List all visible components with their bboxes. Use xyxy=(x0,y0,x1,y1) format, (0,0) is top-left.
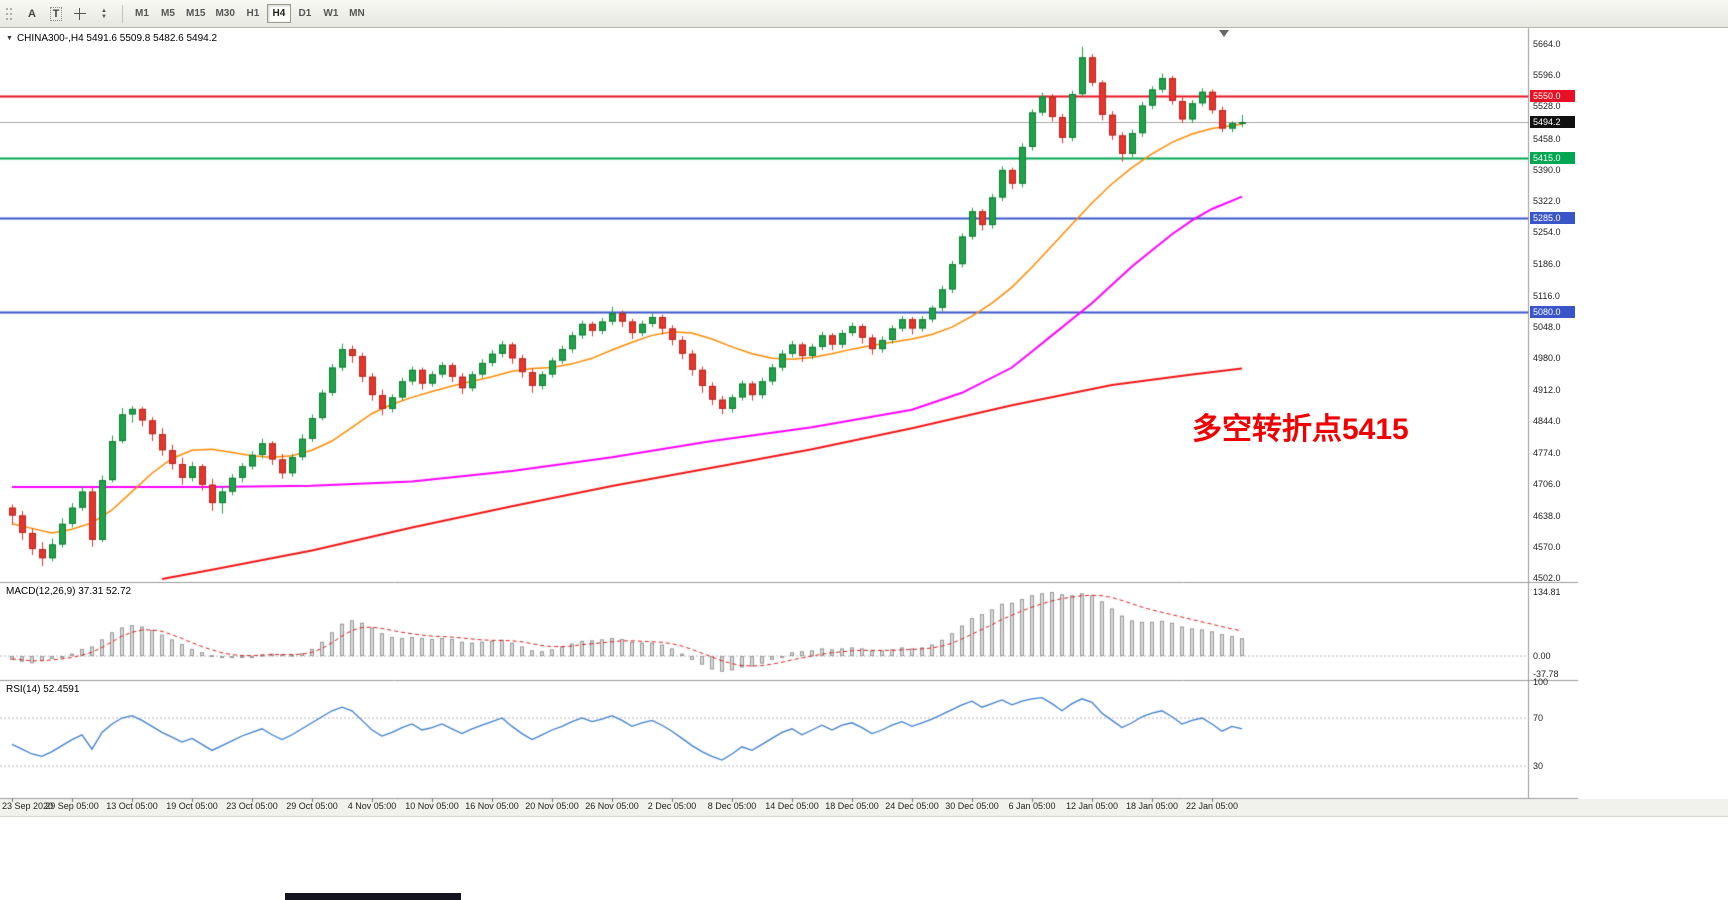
date-axis-label: 26 Nov 05:00 xyxy=(585,801,639,811)
price-axis-label: 4638.0 xyxy=(1533,510,1561,521)
taskbar-fragment xyxy=(285,893,461,900)
toolbar: A T ▲ ▼ M1 M5 M15 M30 H1 H4 D1 W1 MN xyxy=(0,0,1728,28)
toolbar-separator xyxy=(122,4,123,23)
price-level-badge: 5285.0 xyxy=(1530,212,1575,225)
date-axis-label: 20 Nov 05:00 xyxy=(525,801,579,811)
price-axis-label: 4706.0 xyxy=(1533,479,1561,490)
price-level-badge: 5550.0 xyxy=(1530,90,1575,103)
rsi-indicator-title: RSI(14) 52.4591 xyxy=(6,684,80,695)
price-axis-label: 5664.0 xyxy=(1533,39,1561,49)
chart-shift-marker xyxy=(1219,30,1229,37)
timeframe-button-m15[interactable]: M15 xyxy=(182,4,209,23)
date-axis-label: 23 Oct 05:00 xyxy=(226,801,278,811)
date-axis-label: 23 Sep 2020 xyxy=(2,801,54,811)
price-axis-label: 5528.0 xyxy=(1533,101,1561,112)
date-axis-label: 19 Oct 05:00 xyxy=(166,801,218,811)
price-axis-label: 5390.0 xyxy=(1533,164,1561,175)
date-axis-label: 10 Nov 05:00 xyxy=(405,801,459,811)
rsi-axis-label: 100 xyxy=(1533,677,1549,687)
timeframe-button-d1[interactable]: D1 xyxy=(293,4,317,23)
price-axis-label: 4980.0 xyxy=(1533,353,1561,364)
price-axis-label: 5048.0 xyxy=(1533,322,1561,333)
date-axis-label: 12 Jan 05:00 xyxy=(1065,801,1119,811)
cycle-arrows-button[interactable]: ▲ ▼ xyxy=(93,4,115,24)
price-axis-label: 5458.0 xyxy=(1533,133,1561,144)
chevron-down-icon: ▼ xyxy=(6,35,13,42)
price-axis-label: 4912.0 xyxy=(1533,384,1561,395)
date-axis-label: 30 Dec 05:00 xyxy=(945,801,999,811)
date-axis-label: 18 Dec 05:00 xyxy=(825,801,879,811)
date-axis-label: 22 Jan 05:00 xyxy=(1185,801,1239,811)
price-axis-label: 5596.0 xyxy=(1533,70,1561,81)
timeframe-button-h1[interactable]: H1 xyxy=(241,4,265,23)
macd-axis-label: 0.00 xyxy=(1533,651,1551,662)
arrow-label-tool-button[interactable]: A xyxy=(21,4,43,24)
crosshair-tool-button[interactable] xyxy=(69,4,91,24)
date-axis-label: 24 Dec 05:00 xyxy=(885,801,939,811)
chart-text-annotation: 多空转折点5415 xyxy=(1192,413,1409,446)
text-tool-label: T xyxy=(49,6,63,21)
timeframe-button-h4[interactable]: H4 xyxy=(266,4,291,23)
date-axis-label: 8 Dec 05:00 xyxy=(707,801,757,811)
timeframe-button-w1[interactable]: W1 xyxy=(319,4,343,23)
price-axis-label: 4774.0 xyxy=(1533,448,1561,458)
symbol-ohlc-text: CHINA300-,H4 5491.6 5509.8 5482.6 5494.2 xyxy=(16,33,218,44)
date-axis-label: 4 Nov 05:00 xyxy=(347,801,397,811)
timeframe-button-mn[interactable]: MN xyxy=(345,4,369,23)
date-axis-label: 13 Oct 05:00 xyxy=(106,801,158,811)
date-axis-label: 29 Sep 05:00 xyxy=(45,801,99,811)
date-axis-label: 2 Dec 05:00 xyxy=(647,801,697,811)
price-axis-label: 5116.0 xyxy=(1533,290,1560,301)
price-axis-label: 4844.0 xyxy=(1533,415,1561,426)
toolbar-grip-icon xyxy=(4,6,16,22)
price-axis-label: 5322.0 xyxy=(1533,196,1561,207)
symbol-title: ▼ CHINA300-,H4 5491.6 5509.8 5482.6 5494… xyxy=(6,33,217,44)
price-axis-label: 5186.0 xyxy=(1533,258,1561,269)
up-down-arrows-icon: ▲ ▼ xyxy=(101,7,107,20)
timeframe-button-m1[interactable]: M1 xyxy=(130,4,154,23)
date-axis-label: 16 Nov 05:00 xyxy=(465,801,519,811)
macd-axis-label: -37.78 xyxy=(1533,669,1559,679)
date-axis-label: 14 Dec 05:00 xyxy=(765,801,819,811)
price-axis-label: 4502.0 xyxy=(1533,573,1561,583)
price-level-badge: 5080.0 xyxy=(1530,306,1575,319)
price-axis-label: 4570.0 xyxy=(1533,541,1561,552)
date-axis-label: 18 Jan 05:00 xyxy=(1125,801,1179,811)
price-level-badge: 5494.2 xyxy=(1530,116,1575,129)
macd-axis-label: 134.81 xyxy=(1533,587,1561,597)
timeframe-button-m5[interactable]: M5 xyxy=(156,4,180,23)
crosshair-icon xyxy=(74,7,86,20)
rsi-axis-label: 70 xyxy=(1533,713,1544,723)
macd-indicator-title: MACD(12,26,9) 37.31 52.72 xyxy=(6,586,132,597)
date-axis-label: 6 Jan 05:00 xyxy=(1008,801,1056,811)
date-axis-label: 29 Oct 05:00 xyxy=(286,801,338,811)
price-axis-label: 5254.0 xyxy=(1533,227,1561,238)
rsi-axis-label: 30 xyxy=(1533,761,1544,771)
timeframe-button-m30[interactable]: M30 xyxy=(211,4,238,23)
text-tool-button[interactable]: T xyxy=(45,4,67,24)
price-level-badge: 5415.0 xyxy=(1530,152,1575,165)
timeframe-bar: M1 M5 M15 M30 H1 H4 D1 W1 MN xyxy=(129,4,370,23)
